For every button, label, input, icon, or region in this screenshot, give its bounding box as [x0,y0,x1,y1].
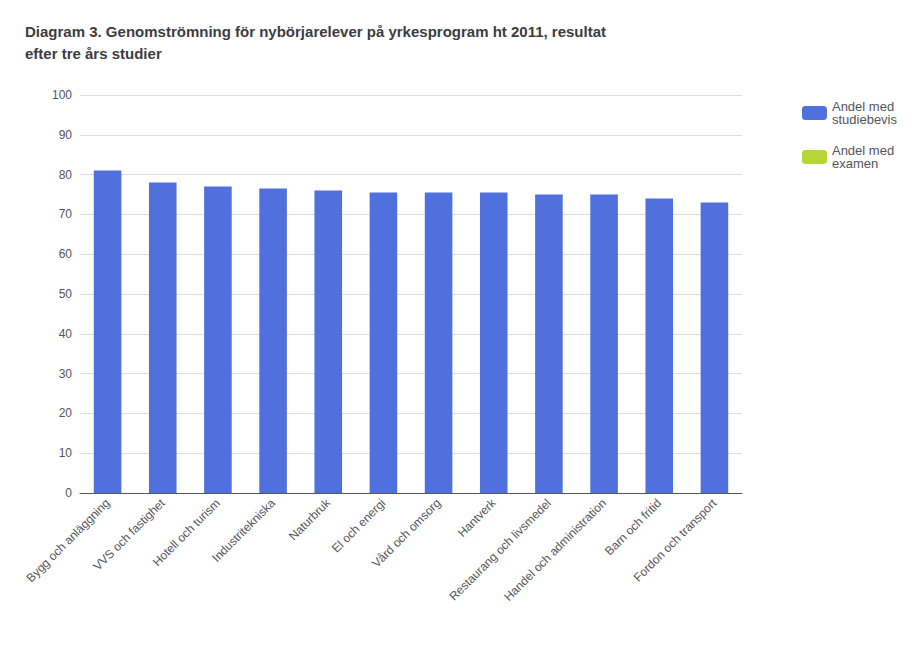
svg-text:Hotell och turism: Hotell och turism [149,496,223,570]
svg-text:Handel och administration: Handel och administration [501,496,609,604]
svg-text:studiebevis: studiebevis [832,112,898,127]
svg-text:Diagram 3. Genomströmning för: Diagram 3. Genomströmning för nybörjarel… [25,23,606,40]
svg-text:60: 60 [59,247,73,261]
svg-text:Andel med: Andel med [832,99,895,114]
svg-text:Hantverk: Hantverk [455,495,500,540]
svg-text:0: 0 [65,486,72,500]
svg-text:Vård och omsorg: Vård och omsorg [369,496,443,570]
svg-text:Industritekniska: Industritekniska [209,496,278,565]
svg-text:Restaurang och livsmedel: Restaurang och livsmedel [446,496,553,603]
svg-text:90: 90 [59,128,73,142]
svg-text:Bygg och anläggning: Bygg och anläggning [23,496,113,586]
svg-text:20: 20 [59,406,73,420]
svg-text:El och energi: El och energi [329,496,388,555]
svg-text:30: 30 [59,367,73,381]
svg-text:Naturbruk: Naturbruk [286,495,334,543]
svg-text:VVS och fastighet: VVS och fastighet [90,496,168,574]
svg-text:10: 10 [59,446,73,460]
svg-text:Andel med: Andel med [832,143,895,158]
svg-text:40: 40 [59,327,73,341]
svg-text:70: 70 [59,207,73,221]
svg-text:50: 50 [59,287,73,301]
svg-text:Fordon och transport: Fordon och transport [631,496,720,585]
svg-text:Barn och fritid: Barn och fritid [602,496,664,558]
svg-text:examen: examen [832,156,878,171]
svg-text:100: 100 [52,88,72,102]
svg-text:80: 80 [59,168,73,182]
svg-text:efter tre års studier: efter tre års studier [25,45,162,62]
